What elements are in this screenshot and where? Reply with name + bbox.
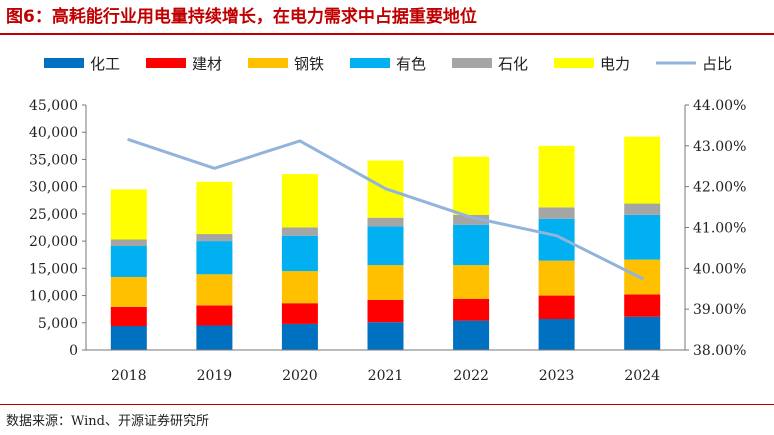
y2-tick-label: 38.00% xyxy=(693,343,746,359)
bar-2024---1 xyxy=(624,294,661,317)
legend-swatch-2 xyxy=(248,58,288,68)
bar-2019---3 xyxy=(196,241,233,275)
line-series xyxy=(127,138,644,280)
bar-2024---3 xyxy=(624,215,661,260)
legend-label: 占比 xyxy=(702,55,732,73)
legend-label: 有色 xyxy=(396,55,426,73)
bar-2020---0 xyxy=(281,323,318,350)
bar-series xyxy=(110,136,661,350)
bar-2021---0 xyxy=(367,322,404,350)
x-tick-label: 2021 xyxy=(368,368,404,384)
bar-2021---4 xyxy=(367,217,404,227)
bar-2018---5 xyxy=(110,189,147,240)
y-tick-label: 20,000 xyxy=(29,234,78,250)
x-tick-label: 2023 xyxy=(539,368,575,384)
bar-2021---1 xyxy=(367,299,404,323)
x-tick-label: 2019 xyxy=(197,368,233,384)
x-tick-label: 2020 xyxy=(282,368,318,384)
bar-2023---3 xyxy=(538,218,575,261)
chart-title: 图6：高耗能行业用电量持续增长，在电力需求中占据重要地位 xyxy=(6,7,477,27)
bar-2024---4 xyxy=(624,203,661,215)
bar-2022---4 xyxy=(453,215,490,225)
bar-2020---1 xyxy=(281,303,318,324)
bar-2020---2 xyxy=(281,271,318,304)
bar-2022---5 xyxy=(453,156,490,215)
bar-2021---3 xyxy=(367,226,404,266)
legend-swatch-4 xyxy=(452,58,492,68)
chart-area: 化工 建材 钢铁 有色 石化 电力 占比 0 5,000 10,000 15,000 20,000 2… xyxy=(29,55,746,384)
title-divider xyxy=(0,33,774,35)
y2-tick-label: 40.00% xyxy=(693,261,746,277)
y-tick-label: 10,000 xyxy=(29,289,78,305)
bar-2022---1 xyxy=(453,298,490,321)
y-tick-label: 15,000 xyxy=(29,261,78,277)
bar-2024---0 xyxy=(624,316,661,350)
x-tick-label: 2018 xyxy=(111,368,147,384)
bar-2022---3 xyxy=(453,224,490,266)
bar-2020---4 xyxy=(281,227,318,236)
bar-2020---5 xyxy=(281,174,318,228)
bar-2019---4 xyxy=(196,234,233,242)
x-tick-label: 2022 xyxy=(453,368,489,384)
y-tick-label: 30,000 xyxy=(29,180,78,196)
bar-2020---3 xyxy=(281,235,318,272)
y2-tick-label: 41.00% xyxy=(693,221,746,237)
bar-2021---2 xyxy=(367,265,404,300)
y2-tick-label: 44.00% xyxy=(693,98,746,114)
legend-label: 化工 xyxy=(90,55,120,73)
legend-swatch-1 xyxy=(146,58,186,68)
bar-2023---2 xyxy=(538,260,575,296)
y2-tick-label: 39.00% xyxy=(693,302,746,318)
x-tick-label: 2024 xyxy=(624,368,660,384)
y2-tick-label: 43.00% xyxy=(693,139,746,155)
y-tick-label: 25,000 xyxy=(29,207,78,223)
bar-2019---5 xyxy=(196,181,233,235)
bar-2018---0 xyxy=(110,326,147,350)
y2-tick-label: 42.00% xyxy=(693,180,746,196)
bar-2018---3 xyxy=(110,246,147,277)
source-note: 数据来源：Wind、开源证券研究所 xyxy=(6,414,209,429)
y-tick-label: 0 xyxy=(69,343,78,359)
bar-2023---4 xyxy=(538,207,575,219)
y-tick-label: 35,000 xyxy=(29,152,78,168)
legend-label: 建材 xyxy=(192,55,222,73)
legend-swatch-3 xyxy=(350,58,390,68)
bar-2018---2 xyxy=(110,277,147,307)
axes: 0 5,000 10,000 15,000 20,000 25,000 30,000 35,0… xyxy=(29,98,746,384)
legend-label: 电力 xyxy=(600,55,630,73)
bar-2019---2 xyxy=(196,274,233,306)
legend-swatch-5 xyxy=(554,58,594,68)
bar-2023---0 xyxy=(538,319,575,350)
y-tick-label: 5,000 xyxy=(38,316,78,332)
bar-2019---1 xyxy=(196,305,233,326)
bar-2022---2 xyxy=(453,265,490,299)
y-tick-label: 40,000 xyxy=(29,125,78,141)
bar-2023---5 xyxy=(538,145,575,208)
bar-2022---0 xyxy=(453,320,490,350)
bar-2023---1 xyxy=(538,295,575,319)
bar-2024---5 xyxy=(624,136,661,204)
bar-2019---0 xyxy=(196,325,233,350)
bar-2018---1 xyxy=(110,307,147,327)
legend-swatch-0 xyxy=(44,58,84,68)
footer-divider xyxy=(0,404,774,405)
legend-label: 钢铁 xyxy=(294,55,324,73)
y-tick-label: 45,000 xyxy=(29,98,78,114)
bar-2018---4 xyxy=(110,239,147,246)
legend: 化工 建材 钢铁 有色 石化 电力 占比 xyxy=(44,55,732,73)
legend-label: 石化 xyxy=(498,55,528,73)
